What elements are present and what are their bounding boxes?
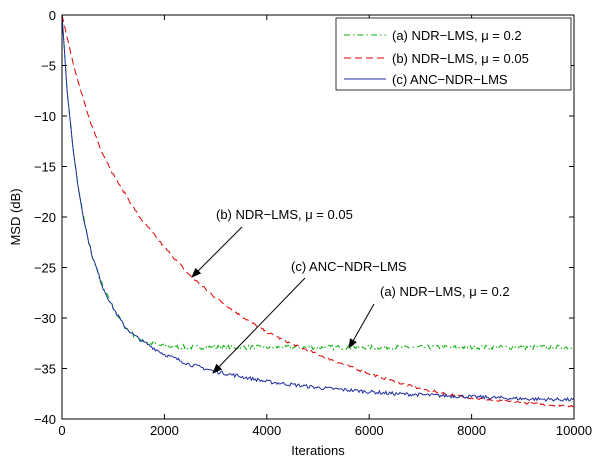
y-tick-label: −30 xyxy=(34,311,56,326)
series-line-b-ndr-lms-0-05 xyxy=(61,14,575,408)
legend-label-a: (a) NDR−LMS, μ = 0.2 xyxy=(392,28,522,43)
x-tick-label: 0 xyxy=(58,423,65,438)
legend-label-b: (b) NDR−LMS, μ = 0.05 xyxy=(392,51,529,66)
x-tick-label: 4000 xyxy=(252,423,281,438)
y-tick-label: −20 xyxy=(34,210,56,225)
x-axis-label: Iterations xyxy=(291,443,345,458)
annotation-b-text: (b) NDR−LMS, μ = 0.05 xyxy=(216,207,353,222)
annotation-a-arrow xyxy=(348,303,375,349)
annotation-c-text: (c) ANC−NDR−LMS xyxy=(291,259,407,274)
series-line-c-anc-ndr-lms xyxy=(61,14,575,402)
x-tick-label: 10000 xyxy=(556,423,592,438)
y-tick-label: 0 xyxy=(49,8,56,23)
x-tick-label: 6000 xyxy=(355,423,384,438)
annotation-b-arrow xyxy=(191,226,243,278)
annotation-b: (b) NDR−LMS, μ = 0.05 xyxy=(191,207,353,278)
y-tick-label: −5 xyxy=(41,59,56,74)
x-tick-label: 2000 xyxy=(150,423,179,438)
x-tick-label: 8000 xyxy=(457,423,486,438)
y-tick-label: −10 xyxy=(34,109,56,124)
y-tick-label: −40 xyxy=(34,412,56,427)
series-line-a-ndr-lms-0-2 xyxy=(61,14,574,351)
annotation-c: (c) ANC−NDR−LMS xyxy=(212,259,407,374)
y-tick-label: −15 xyxy=(34,160,56,175)
annotation-a-text: (a) NDR−LMS, μ = 0.2 xyxy=(380,284,510,299)
legend-label-c: (c) ANC−NDR−LMS xyxy=(392,72,508,87)
legend-box xyxy=(335,17,572,91)
annotation-a: (a) NDR−LMS, μ = 0.2 xyxy=(348,284,510,349)
y-axis-label: MSD (dB) xyxy=(8,188,23,245)
y-tick-label: −35 xyxy=(34,362,56,377)
annotation-c-arrow xyxy=(212,277,306,374)
legend: (a) NDR−LMS, μ = 0.2 (b) NDR−LMS, μ = 0.… xyxy=(335,17,572,91)
y-tick-label: −25 xyxy=(34,261,56,276)
